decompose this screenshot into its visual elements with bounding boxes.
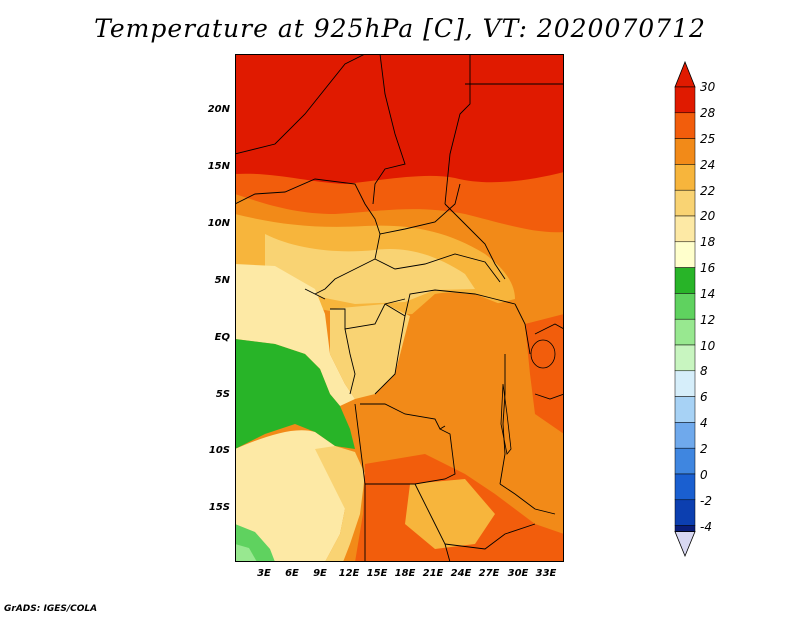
grads-credit: GrADS: IGES/COLA <box>4 604 98 614</box>
lat-label-20n: 20N <box>207 104 230 115</box>
lon-label-18e: 18E <box>394 568 416 579</box>
colorbar-bin-0-2 <box>674 447 696 475</box>
lon-label-15e: 15E <box>366 568 388 579</box>
temperature-map <box>234 53 565 563</box>
colorbar-bin-22-24 <box>674 164 696 191</box>
colorbar-label: -4 <box>700 520 712 534</box>
colorbar-label: 2 <box>700 442 708 456</box>
lat-label-5s: 5S <box>215 389 230 400</box>
lon-label-6e: 6E <box>285 568 299 579</box>
colorbar-label: 16 <box>700 261 716 275</box>
lake-tanganyika <box>500 383 512 455</box>
colorbar <box>674 60 696 558</box>
lat-label-eq: EQ <box>214 332 230 343</box>
region-25-congo <box>395 294 535 464</box>
colorbar-label: 28 <box>700 106 716 120</box>
colorbar-label: 14 <box>700 287 716 301</box>
chart-title: Temperature at 925hPa [C], VT: 202007071… <box>94 14 706 43</box>
colorbar-label: 22 <box>700 184 716 198</box>
colorbar-label: 4 <box>700 416 708 430</box>
colorbar-label: 0 <box>700 468 708 482</box>
map-frame <box>235 54 564 562</box>
lon-label-24e: 24E <box>450 568 472 579</box>
colorbar-label: -2 <box>700 494 712 508</box>
lon-label-21e: 21E <box>422 568 444 579</box>
map-svg <box>234 53 565 563</box>
colorbar-bin-m4-m2 <box>674 499 696 526</box>
lon-label-33e: 33E <box>535 568 557 579</box>
region-12-corner <box>235 544 257 562</box>
colorbar-label: 20 <box>700 209 716 223</box>
colorbar-bin-16-18 <box>674 241 696 268</box>
lon-label-30e: 30E <box>507 568 529 579</box>
colorbar-bin-8-10 <box>674 344 696 372</box>
lon-label-12e: 12E <box>338 568 360 579</box>
lat-label-10s: 10S <box>208 445 230 456</box>
lat-label-15s: 15S <box>208 502 230 513</box>
region-22-north <box>265 234 475 304</box>
colorbar-bin-25-28 <box>674 112 696 139</box>
colorbar-label: 30 <box>700 80 716 94</box>
colorbar-bin-6-8 <box>674 370 696 397</box>
colorbar-bin-4-6 <box>674 396 696 423</box>
colorbar-top-arrow <box>674 60 696 88</box>
region-24-south <box>405 479 495 549</box>
colorbar-bin-m2-0 <box>674 473 696 501</box>
colorbar-label: 12 <box>700 313 716 327</box>
colorbar-label: 6 <box>700 390 708 404</box>
colorbar-bin-10-12 <box>674 318 696 346</box>
colorbar-label: 8 <box>700 364 708 378</box>
lake-victoria <box>530 339 556 369</box>
lat-label-10n: 10N <box>207 218 230 229</box>
colorbar-bottom-arrow <box>674 531 696 558</box>
lon-label-9e: 9E <box>313 568 327 579</box>
colorbar-bin-28-30 <box>674 86 696 114</box>
colorbar-bin-2-4 <box>674 422 696 449</box>
region-20-coast <box>235 264 355 406</box>
colorbar-bin-below-m4 <box>674 525 696 532</box>
lat-label-15n: 15N <box>207 161 230 172</box>
colorbar-label: 10 <box>700 339 716 353</box>
region-22-sw <box>315 446 365 562</box>
colorbar-bin-18-20 <box>674 215 696 243</box>
region-16-ocean <box>235 339 355 449</box>
colorbar-bin-12-14 <box>674 293 696 320</box>
lon-label-3e: 3E <box>257 568 271 579</box>
colorbar-label: 18 <box>700 235 716 249</box>
colorbar-label: 24 <box>700 158 716 172</box>
colorbar-bin-24-25 <box>674 138 696 165</box>
colorbar-bin-14-16 <box>674 267 696 294</box>
country-borders <box>234 53 565 563</box>
colorbar-label: 25 <box>700 132 716 146</box>
lat-label-5n: 5N <box>214 275 230 286</box>
colorbar-bin-20-22 <box>674 189 696 217</box>
lon-label-27e: 27E <box>478 568 500 579</box>
